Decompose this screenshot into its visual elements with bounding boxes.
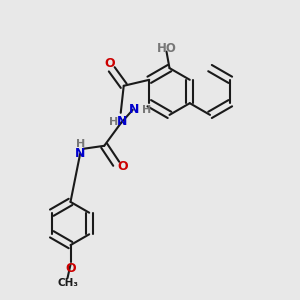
Text: O: O [104, 57, 115, 70]
Text: CH₃: CH₃ [57, 278, 78, 289]
Text: N: N [129, 103, 140, 116]
Text: N: N [117, 115, 128, 128]
Text: H: H [142, 105, 151, 115]
Text: H: H [109, 117, 118, 127]
Text: N: N [75, 147, 86, 160]
Text: H: H [76, 139, 85, 149]
Text: HO: HO [157, 42, 176, 55]
Text: O: O [117, 160, 128, 173]
Text: O: O [65, 262, 76, 275]
